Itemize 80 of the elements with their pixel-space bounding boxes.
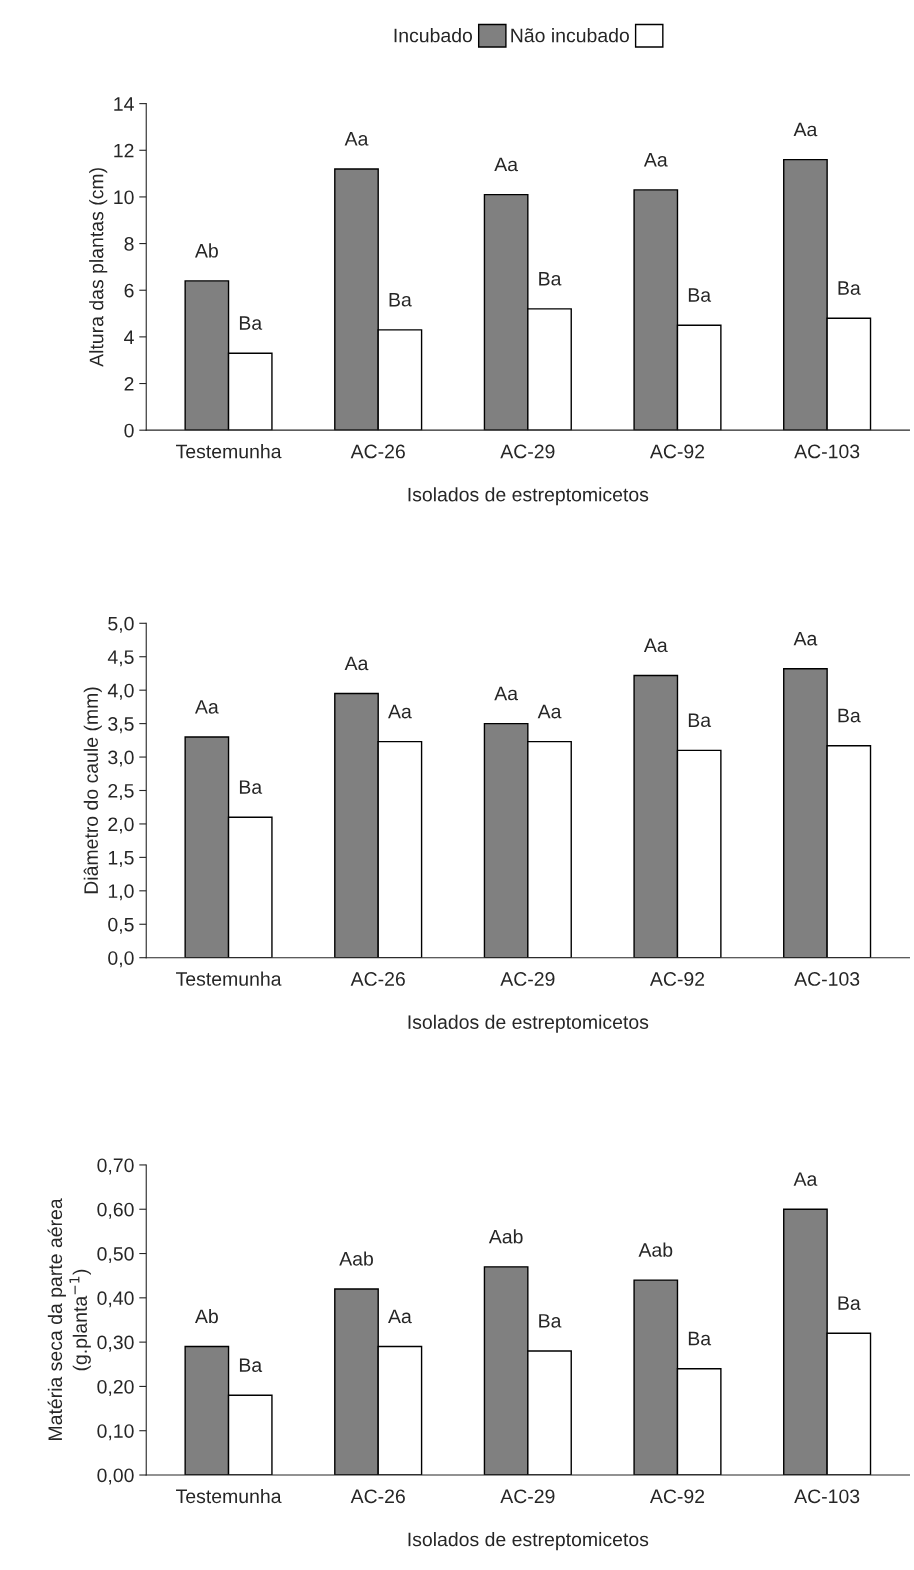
data-label: Ba [688,713,712,728]
y-tick-label: 1,5 [108,851,134,867]
y-tick-label: 6 [124,283,134,298]
data-label: Ba [838,281,861,295]
x-tick-label: AC-103 [794,972,860,986]
x-axis-title: Isolados de estreptomicetos [408,487,649,506]
legend-label: Incubado [394,28,473,43]
y-tick-label: 2,5 [108,783,134,801]
y-tick-label: 1,0 [108,884,134,901]
data-label: Aab [488,1229,523,1244]
y-axis-title: Matéria seca da parte aérea (g.planta$^{−1}$) [47,1198,91,1440]
y-tick-label: 5,0 [108,616,134,633]
y-tick-label: 0,0 [108,951,134,968]
data-label: Ba [838,1296,861,1310]
y-tick-label: 4,5 [107,650,134,667]
data-label: Ba [688,1331,712,1346]
y-tick-label: 0,60 [97,1202,134,1219]
legend-label: Não incubado [511,28,629,43]
y-tick-label: 8 [124,237,134,251]
data-label: Aa [537,704,562,719]
data-label: Aa [494,686,519,701]
data-label: Ba [239,780,263,794]
y-tick-label: 10 [114,190,134,205]
x-tick-label: Testemunha [176,444,282,459]
data-label: Aa [344,132,369,146]
data-label: Ba [688,288,712,302]
y-tick-label: 4 [124,330,134,344]
y-tick-label: 12 [114,143,134,158]
x-tick-label: AC-29 [500,1489,555,1504]
data-label: Aab [339,1251,373,1266]
y-tick-label: 0,00 [97,1468,134,1485]
data-label: Aa [643,153,668,167]
y-tick-label: 14 [114,97,134,111]
y-tick-label: 3,0 [108,750,134,767]
data-label: Aa [344,656,369,671]
x-tick-label: AC-103 [794,444,860,459]
data-label: Aa [388,1309,412,1324]
y-tick-label: 0,30 [97,1335,134,1352]
data-label: Ba [539,1314,562,1328]
x-tick-label: Testemunha [176,971,282,986]
data-label: Ba [539,272,562,286]
y-tick-label: 0,10 [97,1424,134,1441]
y-tick-label: 0,50 [97,1247,134,1264]
y-tick-label: 2,0 [108,817,134,834]
x-tick-label: AC-29 [500,444,555,459]
x-tick-label: AC-26 [350,972,405,986]
x-tick-label: AC-26 [350,444,405,459]
x-tick-label: AC-92 [649,972,705,986]
data-label: Aa [194,700,219,714]
y-tick-label: 0,40 [97,1291,134,1308]
data-label: Ba [389,293,412,307]
data-label: Aab [638,1242,673,1257]
y-tick-label: 0,70 [97,1158,134,1175]
x-axis-title: Isolados de estreptomicetos [408,1532,649,1551]
data-label: Aa [793,122,818,137]
x-tick-label: AC-92 [649,1489,705,1504]
y-tick-label: 4,0 [107,683,134,700]
y-tick-label: 0,5 [108,917,134,934]
data-label: Ba [239,316,263,330]
y-tick-label: 0,20 [97,1379,134,1396]
data-label: Ba [838,708,861,723]
x-tick-label: AC-29 [500,972,555,986]
data-label: Aa [494,157,519,172]
data-label: Aa [793,1172,818,1186]
data-label: Ab [194,1308,218,1324]
data-label: Aa [793,631,818,646]
y-axis-title: Diâmetro do caule (mm) [83,687,102,894]
data-label: Aa [388,704,412,719]
x-tick-label: AC-92 [649,444,705,459]
data-label: Ba [239,1358,263,1372]
y-tick-label: 3,5 [108,717,134,734]
y-tick-label: 2 [124,377,134,391]
x-axis-title: Isolados de estreptomicetos [408,1014,649,1033]
x-tick-label: AC-103 [794,1489,860,1504]
data-label: Ab [194,243,218,258]
y-axis-title: Altura das plantas (cm) [89,168,108,367]
y-tick-label: 0 [124,423,134,438]
x-tick-label: Testemunha [176,1488,282,1504]
x-tick-label: AC-26 [350,1489,405,1504]
data-label: Aa [643,638,668,653]
